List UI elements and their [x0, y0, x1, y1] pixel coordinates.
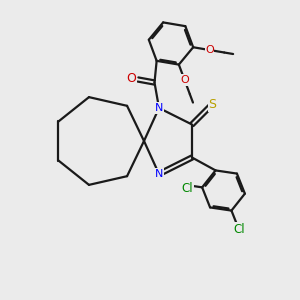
Text: S: S [208, 98, 216, 112]
Text: Cl: Cl [182, 182, 193, 195]
Text: Cl: Cl [233, 223, 245, 236]
Text: O: O [180, 75, 189, 85]
Text: O: O [127, 71, 136, 85]
Text: N: N [155, 103, 163, 113]
Text: N: N [155, 169, 163, 179]
Text: O: O [205, 45, 214, 55]
